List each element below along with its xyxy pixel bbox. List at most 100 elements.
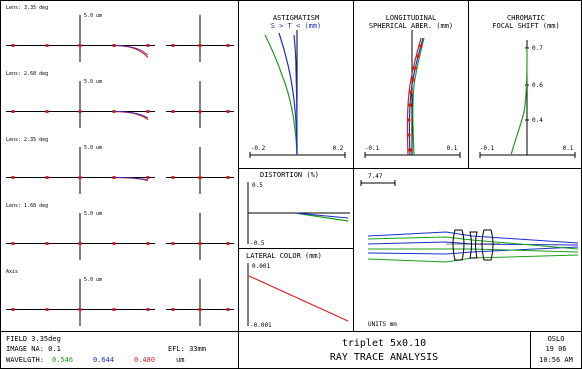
astigmatism-plot: ASTIGMATISM S > T < (mm) -0.2 0.2 xyxy=(249,14,346,158)
fan-marker xyxy=(11,308,15,312)
fan-marker xyxy=(146,308,150,312)
chromatic-tick-label-top: 0.7 xyxy=(532,45,543,52)
lateral-color-tick-label-top: 0.001 xyxy=(252,263,270,270)
fan-marker xyxy=(78,44,82,48)
fan-marker xyxy=(198,308,202,312)
fan-marker xyxy=(11,242,15,246)
fan-marker xyxy=(78,308,82,312)
fan-marker xyxy=(198,176,202,180)
chromatic-focal-shift-plot: CHROMATIC FOCAL SHIFT (mm) 0.7 0.6 0.4 -… xyxy=(479,14,576,158)
spherical-aberration-plot: LONGITUDINAL SPHERICAL ABER. (mm) -0.1 0… xyxy=(364,14,461,158)
fan-marker xyxy=(11,176,15,180)
fan-marker xyxy=(226,110,230,114)
fan-row-2: Lens: 2.68 deg 5.0 um xyxy=(6,71,234,128)
fan-row-4: Lens: 1.68 deg 5.0 um xyxy=(6,203,234,260)
fan-scale-label: 5.0 um xyxy=(84,277,102,283)
fan-marker xyxy=(226,308,230,312)
spherical-marker xyxy=(411,78,415,82)
fan-marker xyxy=(226,176,230,180)
distortion-title: DISTORTION (%) xyxy=(260,171,319,179)
layout-ray-green-2 xyxy=(368,248,579,253)
lateral-color-title: LATERAL COLOR (mm) xyxy=(246,252,322,260)
spherical-tick-label-left: -0.1 xyxy=(365,145,380,152)
astigmatism-tick-label-left: -0.2 xyxy=(251,145,266,152)
fan-aberration-curve-blue xyxy=(113,177,149,181)
chromatic-tick-label-mid1: 0.6 xyxy=(532,82,543,89)
chromatic-tick-label-right: 0.1 xyxy=(563,145,574,152)
spherical-marker xyxy=(413,66,417,70)
spherical-curve-red xyxy=(406,37,422,156)
lateral-color-tick-label-bottom: -0.001 xyxy=(250,322,272,329)
layout-scale-value: 7.47 xyxy=(368,173,383,180)
distortion-tick-label-top: 0.5 xyxy=(252,182,263,189)
spherical-marker xyxy=(408,103,412,107)
fan-marker xyxy=(171,242,175,246)
footer-wavelength-label: WAVELGTH: xyxy=(6,356,44,364)
fan-marker xyxy=(45,176,49,180)
spherical-marker xyxy=(407,133,411,137)
spherical-tick-label-right: 0.1 xyxy=(447,145,458,152)
fan-marker xyxy=(171,176,175,180)
fan-row-1: Lens: 3.35 deg 5.0 um xyxy=(6,5,234,62)
footer-image-na: IMAGE NA: 0.1 xyxy=(6,345,61,353)
fan-marker xyxy=(112,308,116,312)
fan-marker xyxy=(171,308,175,312)
fan-marker xyxy=(171,44,175,48)
distortion-curve-blue xyxy=(294,212,349,219)
spherical-marker xyxy=(408,148,412,152)
footer-date: 19 06 xyxy=(545,345,566,353)
distortion-tick-label-bottom: -0.5 xyxy=(250,240,265,247)
lens-element-3 xyxy=(481,229,494,261)
layout-ray-green-1 xyxy=(367,236,579,250)
fan-field-label: Lens: 2.68 deg xyxy=(6,71,48,77)
footer-field: FIELD 3.35deg xyxy=(6,335,61,343)
ray-fans: Lens: 3.35 deg 5.0 um Lens: 2.68 deg 5.0 um… xyxy=(6,5,234,326)
astigmatism-curve-s-blue xyxy=(293,34,298,156)
footer-time: 10:56 AM xyxy=(539,356,573,364)
fan-scale-label: 5.0 um xyxy=(84,211,102,217)
fan-marker xyxy=(198,44,202,48)
fan-row-5: Axis 5.0 um xyxy=(6,269,234,326)
fan-marker xyxy=(198,242,202,246)
fan-marker xyxy=(45,44,49,48)
fan-field-label: Lens: 1.68 deg xyxy=(6,203,48,209)
footer-wavelength-unit: um xyxy=(176,356,184,364)
chromatic-tick-label-mid2: 0.4 xyxy=(532,117,543,124)
fan-marker xyxy=(45,308,49,312)
layout-ray-blue-1 xyxy=(367,231,579,244)
spherical-marker xyxy=(419,44,423,48)
footer-wavelength-1: 0.546 xyxy=(52,356,73,364)
footer-program: OSLO xyxy=(548,335,565,343)
distortion-plot: DISTORTION (%) 0.5 -0.5 xyxy=(247,171,350,247)
layout-units-label: UNITS mm xyxy=(368,321,397,328)
spherical-markers xyxy=(407,44,423,152)
spherical-curve-green xyxy=(412,37,425,156)
fan-marker xyxy=(11,110,15,114)
fan-marker xyxy=(45,110,49,114)
lens-layout-view: 7.47 UNITS mm xyxy=(360,173,579,328)
spherical-subtitle: SPHERICAL ABER. (mm) xyxy=(369,22,453,30)
footer-lens-name: triplet 5x0.10 xyxy=(342,338,426,349)
astigmatism-subtitle: S > T < (mm) xyxy=(271,22,322,30)
astigmatism-tick-label-right: 0.2 xyxy=(333,145,344,152)
fan-field-label: Lens: 2.35 deg xyxy=(6,137,48,143)
fan-aberration-curve-blue xyxy=(113,45,149,56)
fan-marker xyxy=(78,242,82,246)
fan-field-label: Lens: 3.35 deg xyxy=(6,5,48,11)
footer-efl: EFL: 33mm xyxy=(168,345,206,353)
fan-row-3: Lens: 2.35 deg 5.0 um xyxy=(6,137,234,194)
spherical-marker xyxy=(416,54,420,58)
astigmatism-title: ASTIGMATISM xyxy=(273,14,319,22)
spherical-marker xyxy=(409,90,413,94)
fan-marker xyxy=(226,242,230,246)
fan-marker xyxy=(78,176,82,180)
chromatic-subtitle: FOCAL SHIFT (mm) xyxy=(492,22,559,30)
fan-field-label: Axis xyxy=(6,269,18,275)
fan-scale-label: 5.0 um xyxy=(84,79,102,85)
fan-marker xyxy=(146,44,150,48)
fan-marker xyxy=(146,242,150,246)
fan-marker xyxy=(226,44,230,48)
fan-aberration-curve-blue xyxy=(113,111,149,119)
